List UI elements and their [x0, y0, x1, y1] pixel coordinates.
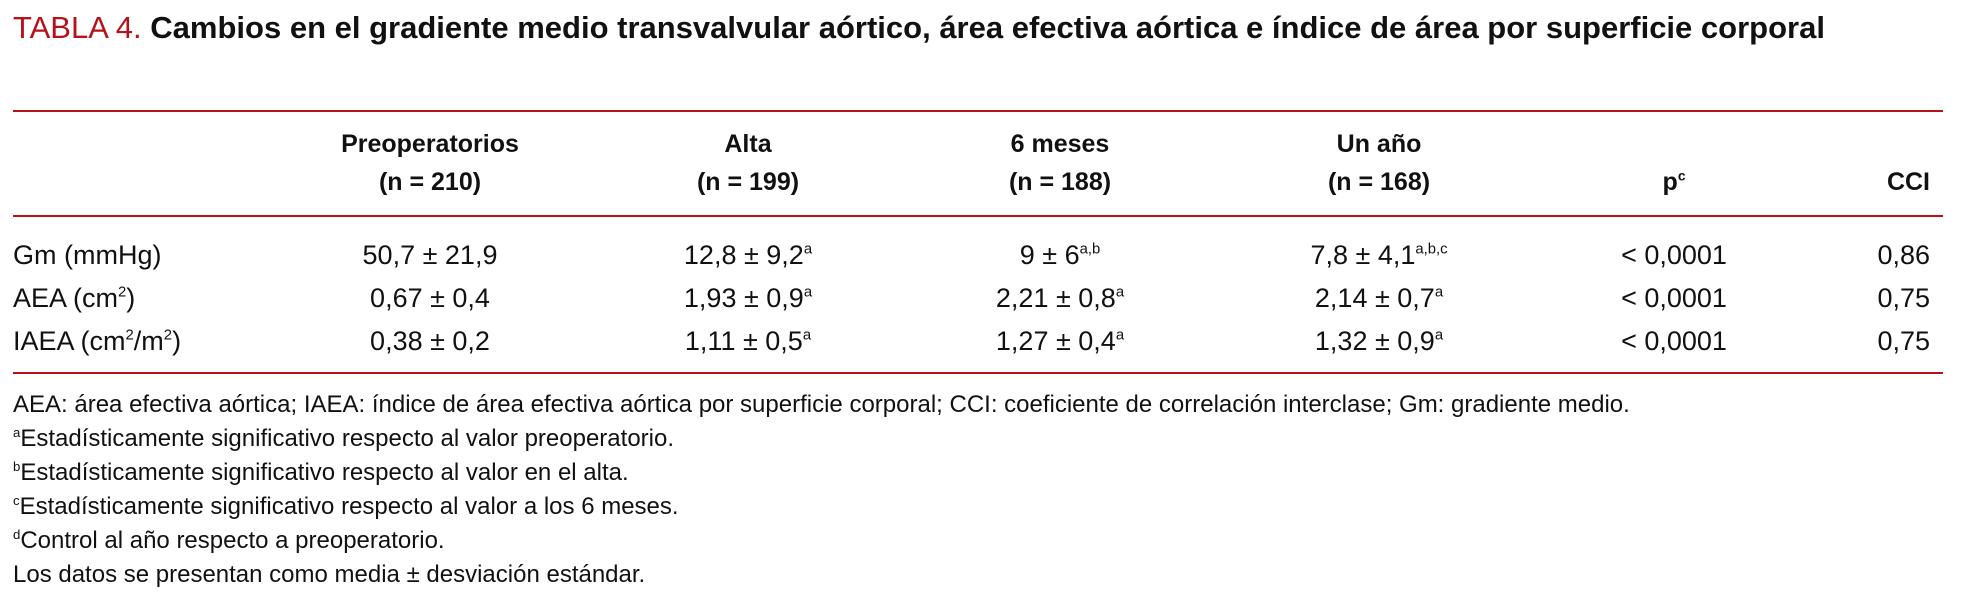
rule	[13, 110, 1943, 112]
cell-sup: a	[1434, 327, 1444, 344]
label-text: )	[126, 283, 136, 313]
cell-text: 0,67 ± 0,4	[370, 283, 490, 313]
cell: 12,8 ± 9,2a	[684, 238, 812, 272]
header-line: CCI	[1886, 168, 1930, 196]
footnote-text: Los datos se presentan como media ± desv…	[13, 561, 646, 588]
cell: 1,11 ± 0,5a	[685, 324, 811, 358]
column-header: CCI	[1887, 163, 1930, 201]
cell-sup: a	[802, 327, 812, 344]
cell: 0,75	[1877, 281, 1930, 315]
footnote-text: Estadísticamente significativo respecto …	[19, 493, 679, 520]
header-line: (n = 168)	[1327, 168, 1431, 196]
cell: 0,86	[1877, 238, 1930, 272]
footnote: aEstadísticamente significativo respecto…	[13, 422, 674, 456]
cell: 0,67 ± 0,4	[370, 281, 490, 315]
footnote-text: Estadísticamente significativo respecto …	[20, 459, 629, 486]
footnote: bEstadísticamente significativo respecto…	[13, 456, 629, 490]
footnote-text: Control al año respecto a preoperatorio.	[20, 527, 445, 554]
cell-text: 0,38 ± 0,2	[370, 326, 490, 356]
header-line: (n = 210)	[378, 168, 482, 196]
cell-text: < 0,0001	[1621, 240, 1727, 270]
column-header: Un año (n = 168)	[1328, 125, 1430, 201]
column-header: Alta (n = 199)	[697, 125, 799, 201]
cell-text: 2,14 ± 0,7	[1314, 283, 1435, 313]
cell-text: 12,8 ± 9,2	[683, 240, 804, 270]
caption-label: TABLA 4.	[13, 10, 142, 45]
cell-text: 0,75	[1877, 283, 1930, 313]
cell-sup: a	[803, 284, 813, 301]
cell-text: 1,27 ± 0,4	[995, 326, 1116, 356]
label-text: IAEA (cm	[13, 326, 126, 356]
cell-sup: a,b	[1079, 241, 1101, 258]
row-label: IAEA (cm2/m2)	[13, 324, 181, 358]
header-line: 6 meses	[1010, 130, 1110, 158]
cell-sup: a	[803, 241, 813, 258]
cell: 7,8 ± 4,1a,b,c	[1310, 238, 1447, 272]
footnote-sup: a	[13, 424, 21, 440]
cell: < 0,0001	[1621, 324, 1727, 358]
label-sup: 2	[125, 327, 134, 344]
cell: 0,38 ± 0,2	[370, 324, 490, 358]
label-text: AEA (cm	[13, 283, 119, 313]
cell: 1,27 ± 0,4a	[996, 324, 1124, 358]
header-line: Alta	[724, 130, 772, 158]
label-text: )	[172, 326, 182, 356]
header-sup: c	[1677, 168, 1686, 184]
row-label: AEA (cm2)	[13, 281, 135, 315]
footnote-text: AEA: área efectiva aórtica; IAEA: índice…	[13, 391, 1630, 418]
rule	[13, 372, 1943, 374]
header-line: (n = 199)	[696, 168, 800, 196]
caption: TABLA 4. Cambios en el gradiente medio t…	[13, 8, 1913, 48]
cell: 0,75	[1877, 324, 1930, 358]
header-line: (n = 188)	[1008, 168, 1112, 196]
footnote-text: Estadísticamente significativo respecto …	[20, 425, 675, 452]
cell-text: 0,86	[1877, 240, 1930, 270]
cell-text: 50,7 ± 21,9	[362, 240, 498, 270]
footnote: Los datos se presentan como media ± desv…	[13, 558, 645, 592]
cell-sup: a	[1434, 284, 1444, 301]
footnote-sup: c	[13, 492, 20, 508]
footnote: dControl al año respecto a preoperatorio…	[13, 524, 445, 558]
cell: 50,7 ± 21,9	[363, 238, 498, 272]
footnote-sup: b	[13, 458, 21, 474]
cell-text: 0,75	[1877, 326, 1930, 356]
footnote-sup: d	[13, 526, 21, 542]
footnote: cEstadísticamente significativo respecto…	[13, 490, 679, 524]
cell: < 0,0001	[1621, 238, 1727, 272]
cell: 2,14 ± 0,7a	[1315, 281, 1443, 315]
cell: 2,21 ± 0,8a	[996, 281, 1124, 315]
label-text: /m	[133, 326, 164, 356]
cell: 1,93 ± 0,9a	[684, 281, 812, 315]
cell: 1,32 ± 0,9a	[1315, 324, 1443, 358]
header-line: pc	[1663, 163, 1686, 201]
column-header: Preoperatorios (n = 210)	[341, 125, 519, 201]
cell-text: 7,8 ± 4,1	[1310, 240, 1416, 270]
cell-text: < 0,0001	[1621, 283, 1727, 313]
cell-sup: a	[1115, 284, 1125, 301]
cell: < 0,0001	[1621, 281, 1727, 315]
rule	[13, 215, 1943, 217]
cell-text: < 0,0001	[1621, 326, 1727, 356]
label-sup: 2	[163, 327, 173, 344]
cell: 9 ± 6a,b	[1020, 238, 1101, 272]
column-header: 6 meses (n = 188)	[1009, 125, 1111, 201]
header-line: Un año	[1336, 130, 1422, 158]
caption-title: Cambios en el gradiente medio transvalvu…	[150, 10, 1825, 45]
cell-sup: a,b,c	[1415, 241, 1448, 258]
row-label: Gm (mmHg)	[13, 238, 161, 272]
label-text: Gm (mmHg)	[13, 240, 162, 270]
label-sup: 2	[118, 284, 127, 301]
cell-text: 2,21 ± 0,8	[995, 283, 1116, 313]
footnote: AEA: área efectiva aórtica; IAEA: índice…	[13, 388, 1630, 422]
cell-text: 1,11 ± 0,5	[684, 326, 803, 356]
cell-text: 1,32 ± 0,9	[1314, 326, 1435, 356]
header-text: p	[1662, 168, 1678, 196]
cell-sup: a	[1115, 327, 1125, 344]
cell-text: 1,93 ± 0,9	[683, 283, 804, 313]
cell-text: 9 ± 6	[1019, 240, 1080, 270]
column-header: pc	[1663, 163, 1686, 201]
header-line: Preoperatorios	[341, 130, 519, 158]
